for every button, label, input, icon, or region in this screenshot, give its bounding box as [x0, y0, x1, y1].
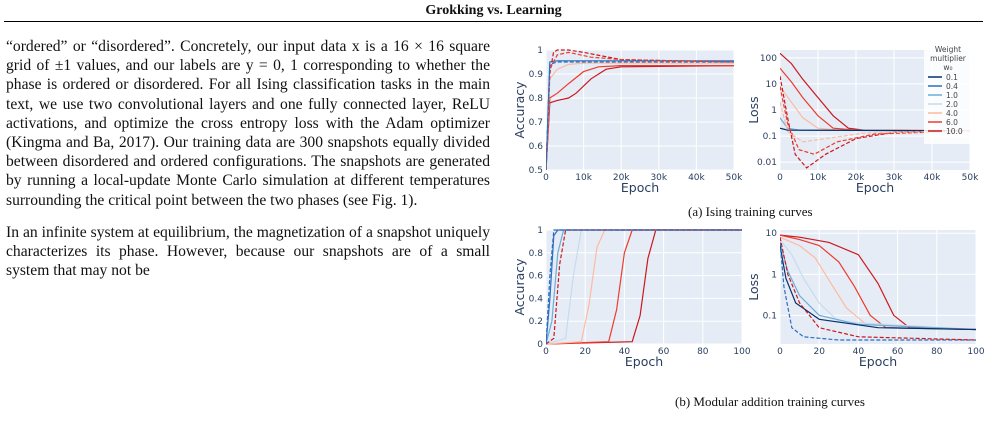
series-line-dashed: [780, 242, 976, 341]
y-tick-label: 0.8: [529, 249, 544, 259]
x-tick-label: 10k: [575, 173, 592, 183]
legend-box: [924, 44, 972, 144]
series-line-solid: [780, 239, 976, 331]
figure-canvas: 0 10k 20k 30k 40k 50k 0.5 0.6 0.7 0.8 0.9 1 Epoch Acc…: [512, 44, 985, 369]
x-tick-label: 80: [931, 347, 943, 357]
y-tick-label: 0.01: [757, 158, 777, 168]
y-axis-label: Loss: [746, 96, 761, 123]
legend-entry-label: 10.0: [946, 127, 963, 136]
series-line-solid: [780, 242, 976, 331]
x-tick-label: 20: [579, 347, 591, 357]
series-line-dashed: [780, 237, 976, 341]
y-tick-label: 100: [760, 54, 777, 64]
y-axis-label: Loss: [746, 273, 761, 300]
x-tick-label: 0: [543, 347, 549, 357]
legend-entry-label: 6.0: [946, 118, 958, 127]
y-tick-label: 0.2: [529, 317, 543, 327]
x-tick-label: 40k: [688, 173, 705, 183]
y-tick-label: 1: [537, 46, 543, 56]
series-line-dashed: [546, 61, 734, 171]
y-tick-label: 1: [771, 270, 777, 280]
training-curves-figure: 0 10k 20k 30k 40k 50k 0.5 0.6 0.7 0.8 0.9 1 Epoch Acc…: [510, 38, 987, 421]
x-tick-label: 0: [777, 347, 783, 357]
x-axis-label: Epoch: [625, 354, 663, 369]
y-axis-label: Accuracy: [512, 258, 527, 316]
y-tick-label: 0.4: [529, 294, 544, 304]
legend-entry-label: 1.0: [946, 91, 958, 100]
plot-background: [546, 50, 734, 170]
x-axis-label: Epoch: [859, 354, 897, 369]
caption-b: (b) Modular addition training curves: [675, 394, 865, 409]
x-tick-label: 60: [892, 347, 904, 357]
x-axis-label: Epoch: [621, 180, 659, 195]
series-line-dashed: [546, 51, 734, 171]
body-text-column: “ordered” or “disordered”. Concretely, o…: [6, 37, 490, 293]
x-tick-label: 40: [853, 347, 865, 357]
y-tick-label: 0.8: [529, 94, 544, 104]
legend-entry-label: 0.1: [946, 73, 958, 82]
y-tick-label: 0.9: [529, 70, 544, 80]
series-line-solid: [780, 127, 970, 132]
x-tick-label: 20k: [613, 173, 630, 183]
x-tick-label: 50k: [726, 173, 743, 183]
header-rule: [4, 21, 983, 22]
y-tick-label: 0.6: [529, 272, 544, 282]
paragraph-1: “ordered” or “disordered”. Concretely, o…: [6, 38, 490, 209]
series-line-dashed: [546, 229, 742, 345]
y-tick-label: 0.1: [763, 132, 777, 142]
x-tick-label: 40k: [924, 173, 941, 183]
running-header: Grokking vs. Learning: [0, 0, 987, 22]
x-tick-label: 20k: [848, 173, 865, 183]
series-line-dashed: [780, 86, 970, 155]
caption-a: (a) Ising training curves: [688, 204, 813, 219]
y-tick-label: 1: [771, 106, 777, 116]
running-header-title: Grokking vs. Learning: [425, 3, 562, 18]
x-tick-label: 0: [777, 173, 783, 183]
y-tick-label: 0.6: [529, 142, 544, 152]
x-tick-label: 50k: [962, 173, 979, 183]
series-line-solid: [546, 65, 734, 171]
x-tick-label: 30k: [650, 173, 667, 183]
series-line-dashed: [780, 102, 970, 143]
x-tick-label: 100: [733, 347, 750, 357]
y-tick-label: 10: [766, 229, 778, 239]
x-tick-label: 80: [697, 347, 709, 357]
series-line-dashed: [546, 229, 742, 345]
y-tick-label: 10: [766, 80, 778, 90]
y-axis-label: Accuracy: [512, 81, 527, 139]
paragraph-2: In an infinite system at equilibrium, th…: [6, 223, 490, 280]
legend-entry-label: 0.4: [946, 82, 958, 91]
legend-title: multiplier: [930, 54, 967, 63]
x-tick-label: 20: [813, 347, 825, 357]
legend-entry-label: 4.0: [946, 109, 958, 118]
x-tick-label: 60: [658, 347, 670, 357]
legend-entry-label: 2.0: [946, 100, 958, 109]
x-axis-label: Epoch: [856, 180, 894, 195]
y-tick-label: 0: [537, 340, 543, 350]
series-line-solid: [546, 65, 734, 171]
series-line-dashed: [546, 49, 734, 171]
x-tick-label: 30k: [886, 173, 903, 183]
series-line-solid: [780, 245, 976, 331]
x-tick-label: 0: [543, 173, 549, 183]
y-tick-label: 0.7: [529, 118, 543, 128]
y-tick-label: 0.5: [529, 166, 543, 176]
x-tick-label: 100: [967, 347, 984, 357]
legend-title: Weight: [935, 45, 961, 54]
y-tick-label: 1: [537, 226, 543, 236]
x-tick-label: 10k: [810, 173, 827, 183]
x-tick-label: 40: [619, 347, 631, 357]
y-tick-label: 0.1: [763, 311, 777, 321]
legend-title: w₀: [943, 63, 952, 72]
